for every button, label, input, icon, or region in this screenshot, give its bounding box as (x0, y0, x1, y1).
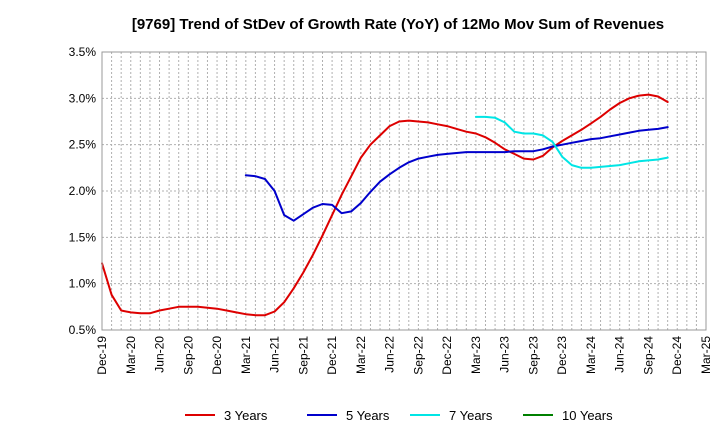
legend-label: 10 Years (562, 408, 613, 423)
y-tick-label: 2.0% (69, 184, 97, 198)
grid (101, 51, 707, 331)
y-tick-label: 2.5% (69, 138, 97, 152)
x-tick-label: Sep-21 (296, 336, 310, 375)
legend: 3 Years 5 Years 7 Years 10 Years (185, 408, 613, 423)
x-tick-label: Dec-23 (555, 336, 569, 375)
legend-label: 3 Years (224, 408, 268, 423)
x-tick-label: Dec-19 (95, 336, 109, 375)
x-tick-label: Sep-24 (641, 336, 655, 375)
x-tick-label: Mar-20 (124, 336, 138, 374)
legend-label: 5 Years (346, 408, 390, 423)
series-line-7-years (474, 115, 669, 169)
x-tick-label: Dec-22 (440, 336, 454, 375)
x-tick-label: Mar-22 (354, 336, 368, 374)
x-tick-label: Mar-21 (239, 336, 253, 374)
x-tick-label: Sep-20 (181, 336, 195, 375)
x-axis-ticks: Dec-19 Mar-20 Jun-20 Sep-20 Dec-20 Mar-21 Jun-… (95, 336, 713, 375)
series-line-5-years (244, 126, 669, 222)
y-tick-label: 3.5% (69, 45, 97, 59)
series-line-3-years (101, 93, 669, 317)
x-tick-label: Sep-22 (411, 336, 425, 375)
x-tick-label: Mar-24 (584, 336, 598, 374)
y-tick-label: 3.0% (69, 91, 97, 105)
x-tick-label: Sep-23 (526, 336, 540, 375)
y-tick-label: 0.5% (69, 323, 97, 337)
x-tick-label: Jun-20 (153, 336, 167, 373)
plot-frame (101, 51, 707, 331)
chart-title: [9769] Trend of StDev of Growth Rate (Yo… (132, 16, 664, 33)
x-tick-label: Mar-23 (469, 336, 483, 374)
y-axis-ticks: 0.5% 1.0% 1.5% 2.0% 2.5% 3.0% 3.5% (69, 45, 97, 337)
x-tick-label: Jun-22 (383, 336, 397, 373)
y-tick-label: 1.0% (69, 277, 97, 291)
x-tick-label: Dec-21 (325, 336, 339, 375)
legend-label: 7 Years (449, 408, 493, 423)
x-tick-label: Jun-23 (498, 336, 512, 373)
x-tick-label: Mar-25 (699, 336, 713, 374)
x-tick-label: Dec-20 (210, 336, 224, 375)
x-tick-label: Jun-24 (613, 336, 627, 373)
x-tick-label: Dec-24 (670, 336, 684, 375)
y-tick-label: 1.5% (69, 230, 97, 244)
x-tick-label: Jun-21 (268, 336, 282, 373)
series-lines (101, 93, 669, 317)
